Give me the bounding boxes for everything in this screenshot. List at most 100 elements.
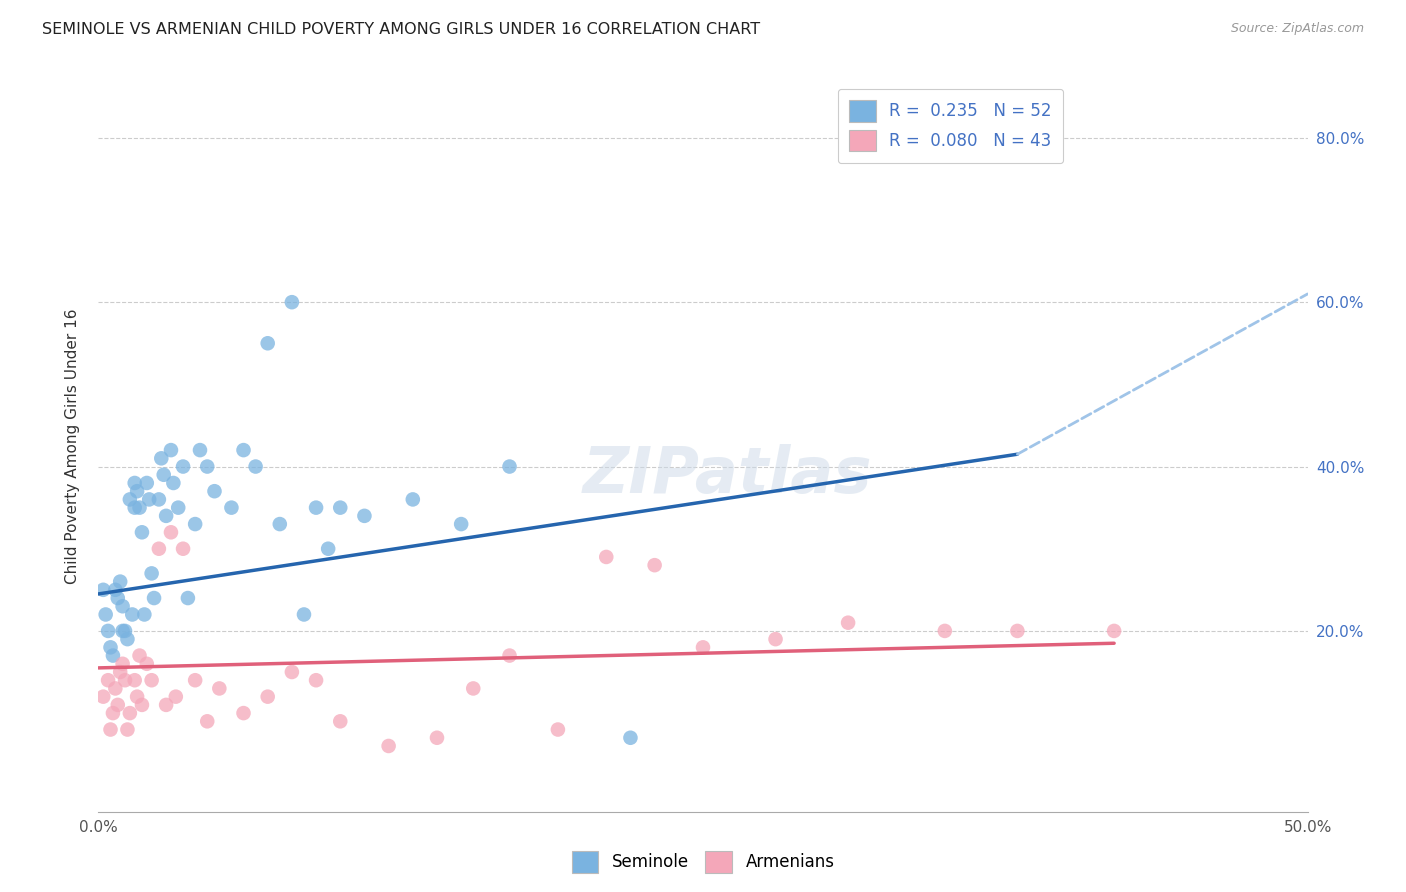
Point <box>148 492 170 507</box>
Point <box>167 500 190 515</box>
Point <box>450 517 472 532</box>
Point <box>114 624 136 638</box>
Point <box>111 624 134 638</box>
Point <box>101 706 124 720</box>
Point <box>204 484 226 499</box>
Point <box>135 475 157 490</box>
Point <box>114 673 136 688</box>
Point <box>104 582 127 597</box>
Point <box>162 475 184 490</box>
Text: SEMINOLE VS ARMENIAN CHILD POVERTY AMONG GIRLS UNDER 16 CORRELATION CHART: SEMINOLE VS ARMENIAN CHILD POVERTY AMONG… <box>42 22 761 37</box>
Point <box>245 459 267 474</box>
Y-axis label: Child Poverty Among Girls Under 16: Child Poverty Among Girls Under 16 <box>65 309 80 583</box>
Point <box>547 723 569 737</box>
Point <box>131 698 153 712</box>
Point <box>155 698 177 712</box>
Point <box>152 467 174 482</box>
Point <box>108 665 131 679</box>
Point <box>498 459 520 474</box>
Point <box>426 731 449 745</box>
Point <box>150 451 173 466</box>
Point <box>692 640 714 655</box>
Point <box>94 607 117 622</box>
Point <box>141 566 163 581</box>
Point <box>91 690 114 704</box>
Point <box>118 492 141 507</box>
Point <box>91 582 114 597</box>
Point <box>160 525 183 540</box>
Point <box>124 475 146 490</box>
Point <box>329 714 352 729</box>
Point <box>100 723 122 737</box>
Point <box>188 443 211 458</box>
Point <box>111 599 134 614</box>
Point <box>160 443 183 458</box>
Point <box>232 443 254 458</box>
Point <box>316 541 339 556</box>
Point <box>595 549 617 564</box>
Point <box>148 541 170 556</box>
Point <box>155 508 177 523</box>
Point <box>292 607 315 622</box>
Text: Source: ZipAtlas.com: Source: ZipAtlas.com <box>1230 22 1364 36</box>
Point <box>1007 624 1029 638</box>
Point <box>765 632 787 647</box>
Point <box>172 459 194 474</box>
Point <box>107 698 129 712</box>
Point <box>256 690 278 704</box>
Point <box>143 591 166 605</box>
Point <box>184 517 207 532</box>
Point <box>131 525 153 540</box>
Point <box>121 607 143 622</box>
Legend: Seminole, Armenians: Seminole, Armenians <box>565 845 841 880</box>
Point <box>100 640 122 655</box>
Point <box>101 648 124 663</box>
Point <box>934 624 956 638</box>
Point <box>134 607 156 622</box>
Point <box>165 690 187 704</box>
Point <box>177 591 200 605</box>
Point <box>195 459 218 474</box>
Point <box>127 484 149 499</box>
Point <box>184 673 207 688</box>
Point <box>837 615 859 630</box>
Point <box>269 517 291 532</box>
Point <box>107 591 129 605</box>
Point <box>111 657 134 671</box>
Point <box>1102 624 1125 638</box>
Point <box>141 673 163 688</box>
Point <box>108 574 131 589</box>
Point <box>256 336 278 351</box>
Point <box>498 648 520 663</box>
Text: ZIPatlas: ZIPatlas <box>582 444 872 507</box>
Point <box>172 541 194 556</box>
Point <box>221 500 243 515</box>
Point <box>281 295 304 310</box>
Point <box>644 558 666 573</box>
Point <box>135 657 157 671</box>
Point <box>104 681 127 696</box>
Point <box>353 508 375 523</box>
Point <box>124 500 146 515</box>
Point <box>329 500 352 515</box>
Point <box>118 706 141 720</box>
Point <box>305 673 328 688</box>
Point <box>232 706 254 720</box>
Point <box>124 673 146 688</box>
Point <box>305 500 328 515</box>
Point <box>195 714 218 729</box>
Point <box>97 673 120 688</box>
Point <box>127 690 149 704</box>
Point <box>128 648 150 663</box>
Point <box>619 731 641 745</box>
Point <box>402 492 425 507</box>
Point <box>117 632 139 647</box>
Point <box>97 624 120 638</box>
Legend: R =  0.235   N = 52, R =  0.080   N = 43: R = 0.235 N = 52, R = 0.080 N = 43 <box>838 88 1063 163</box>
Point <box>463 681 485 696</box>
Point <box>117 723 139 737</box>
Point <box>138 492 160 507</box>
Point <box>128 500 150 515</box>
Point <box>281 665 304 679</box>
Point <box>208 681 231 696</box>
